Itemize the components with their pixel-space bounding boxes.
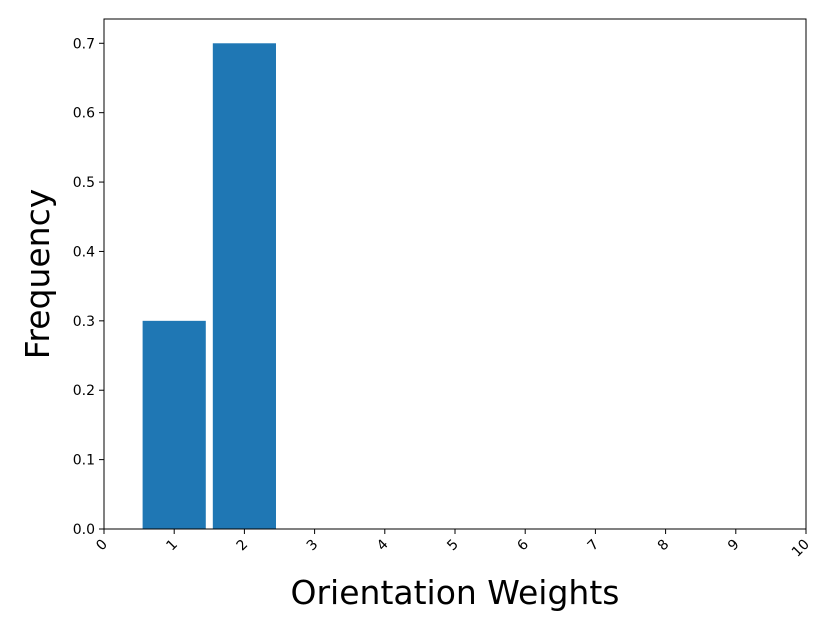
x-tick-label: 1: [163, 537, 181, 555]
x-tick-label: 0: [93, 537, 111, 555]
y-tick-label: 0.0: [73, 522, 95, 538]
x-tick-label: 6: [514, 536, 532, 554]
y-tick-label: 0.1: [73, 453, 95, 469]
y-tick-label: 0.6: [73, 106, 95, 122]
y-tick-label: 0.7: [73, 36, 95, 52]
x-tick-label: 9: [725, 537, 743, 555]
x-tick-label: 2: [234, 537, 252, 555]
x-tick-label: 10: [789, 537, 813, 561]
x-tick-label: 4: [374, 536, 392, 554]
x-axis-title: Orientation Weights: [291, 573, 620, 612]
x-axis-ticks: 0 1 2 3 4 5 6 7 8 9 10: [93, 529, 813, 560]
x-tick-label: 3: [304, 537, 322, 555]
x-tick-label: 8: [655, 537, 673, 555]
y-axis-ticks: 0.0 0.1 0.2 0.3 0.4 0.5 0.6 0.7: [73, 36, 104, 538]
bars-group: [142, 43, 276, 530]
x-tick-label: 5: [444, 537, 462, 555]
y-tick-label: 0.3: [73, 314, 95, 330]
y-tick-label: 0.4: [73, 244, 95, 260]
y-axis-title: Frequency: [18, 189, 57, 359]
plot-frame: [103, 18, 807, 530]
y-tick-label: 0.2: [73, 383, 95, 399]
bar-1: [142, 320, 206, 529]
x-tick-label: 7: [585, 537, 603, 555]
y-tick-label: 0.5: [73, 175, 95, 191]
bar-2: [212, 43, 276, 530]
